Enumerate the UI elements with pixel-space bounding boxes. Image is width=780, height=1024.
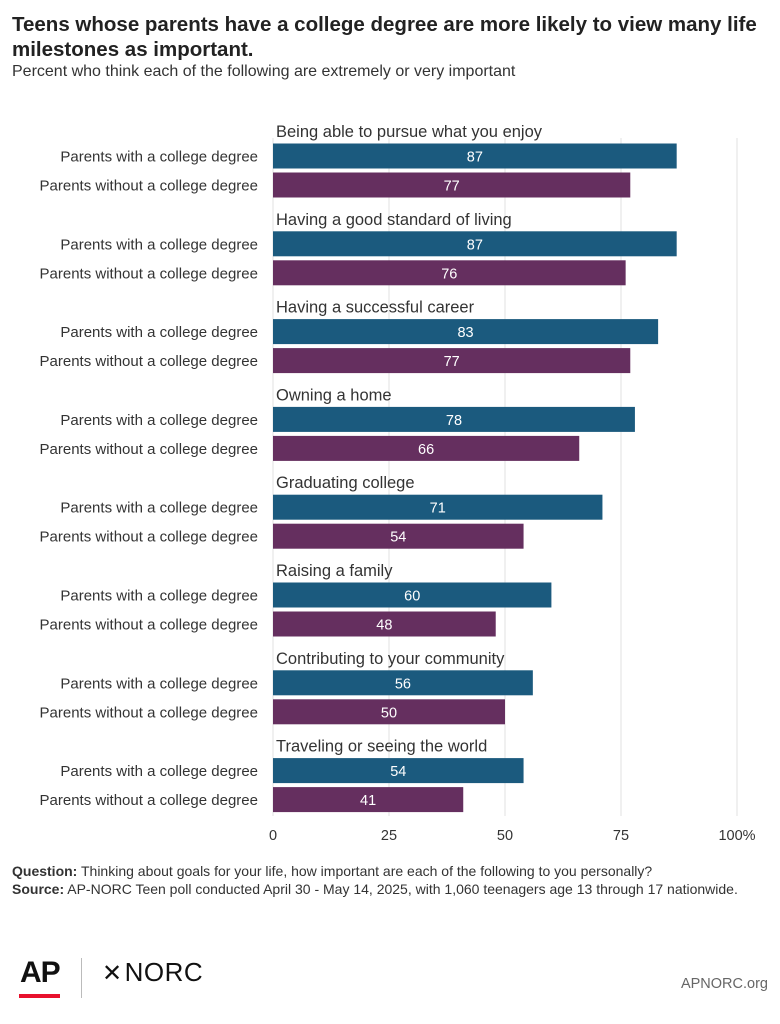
- bar: [273, 172, 631, 198]
- ap-logo[interactable]: AP: [20, 956, 61, 989]
- bar-category-label: Parents without a college degree: [40, 529, 258, 546]
- bar-value-label: 48: [376, 618, 392, 634]
- bar-value-label: 87: [467, 150, 483, 166]
- bar: [273, 319, 659, 345]
- x-tick-label: 25: [381, 828, 397, 844]
- bar-category-label: Parents without a college degree: [40, 441, 258, 458]
- bar: [273, 611, 496, 637]
- bar-value-label: 76: [441, 266, 457, 282]
- bar-category-label: Parents with a college degree: [60, 588, 258, 605]
- question-note: Question: Thinking about goals for your …: [12, 862, 772, 880]
- bar-value-label: 71: [430, 501, 446, 517]
- bar-category-label: Parents with a college degree: [60, 236, 258, 253]
- logo-divider: [81, 958, 82, 998]
- bar: [273, 699, 505, 725]
- bar-value-label: 77: [444, 354, 460, 370]
- group-label: Traveling or seeing the world: [276, 738, 487, 756]
- x-tick-label: 0: [269, 828, 277, 844]
- bar: [273, 758, 524, 784]
- bar-value-label: 50: [381, 705, 397, 721]
- bar-category-label: Parents without a college degree: [40, 353, 258, 370]
- bar-value-label: 56: [395, 676, 411, 692]
- bar-chart: 0 25 50 75 100% Being able to pursue what you…: [40, 123, 756, 844]
- bar: [273, 435, 580, 461]
- bar-category-label: Parents without a college degree: [40, 265, 258, 282]
- group-label: Having a good standard of living: [276, 211, 512, 229]
- bar-category-label: Parents without a college degree: [40, 178, 258, 195]
- bar-category-label: Parents without a college degree: [40, 792, 258, 809]
- source-text: AP-NORC Teen poll conducted April 30 - M…: [64, 881, 738, 897]
- x-tick-label: 100%: [718, 828, 755, 844]
- group-label: Raising a family: [276, 562, 393, 580]
- bar: [273, 523, 524, 549]
- bar-category-label: Parents with a college degree: [60, 324, 258, 341]
- bar-value-label: 54: [390, 530, 406, 546]
- bar-category-label: Parents with a college degree: [60, 500, 258, 517]
- group-label: Having a successful career: [276, 299, 475, 317]
- bar: [273, 670, 533, 696]
- bar-value-label: 87: [467, 237, 483, 253]
- bar-category-label: Parents with a college degree: [60, 763, 258, 780]
- norc-logo[interactable]: ✕NORC: [102, 957, 203, 988]
- norc-mark-icon: ✕: [102, 960, 123, 987]
- source-label: Source:: [12, 881, 65, 897]
- norc-logo-text: NORC: [124, 957, 204, 987]
- bar-value-label: 83: [457, 325, 473, 341]
- group-label: Graduating college: [276, 474, 415, 492]
- bar-category-label: Parents without a college degree: [40, 704, 258, 721]
- question-label: Question:: [12, 863, 78, 879]
- chart-notes: Question: Thinking about goals for your …: [12, 862, 772, 898]
- x-tick-label: 75: [613, 828, 629, 844]
- bar-category-label: Parents with a college degree: [60, 412, 258, 429]
- bar-value-label: 77: [444, 179, 460, 195]
- bar-value-label: 54: [390, 764, 406, 780]
- bar: [273, 406, 635, 432]
- group-label: Being able to pursue what you enjoy: [276, 123, 543, 141]
- bar: [273, 494, 603, 520]
- bar-value-label: 66: [418, 442, 434, 458]
- bar-value-label: 78: [446, 413, 462, 429]
- bar: [273, 582, 552, 608]
- bar-category-label: Parents with a college degree: [60, 675, 258, 692]
- bar-category-label: Parents with a college degree: [60, 149, 258, 166]
- bar-category-label: Parents without a college degree: [40, 617, 258, 634]
- ap-logo-underline: [19, 994, 60, 998]
- footer: AP ✕NORC APNORC.org: [0, 950, 780, 1024]
- bar: [273, 231, 677, 257]
- group-label: Owning a home: [276, 386, 392, 404]
- bar-value-label: 41: [360, 793, 376, 809]
- source-note: Source: AP-NORC Teen poll conducted Apri…: [12, 880, 772, 898]
- bar: [273, 348, 631, 374]
- bar: [273, 260, 626, 286]
- chart-subtitle: Percent who think each of the following …: [12, 63, 516, 80]
- x-tick-label: 50: [497, 828, 513, 844]
- group-label: Contributing to your community: [276, 650, 505, 668]
- site-link[interactable]: APNORC.org: [680, 976, 768, 992]
- bar: [273, 143, 677, 169]
- bar-value-label: 60: [404, 589, 420, 605]
- question-text: Thinking about goals for your life, how …: [77, 863, 653, 879]
- bar: [273, 787, 464, 813]
- chart-title: Teens whose parents have a college degre…: [12, 13, 757, 61]
